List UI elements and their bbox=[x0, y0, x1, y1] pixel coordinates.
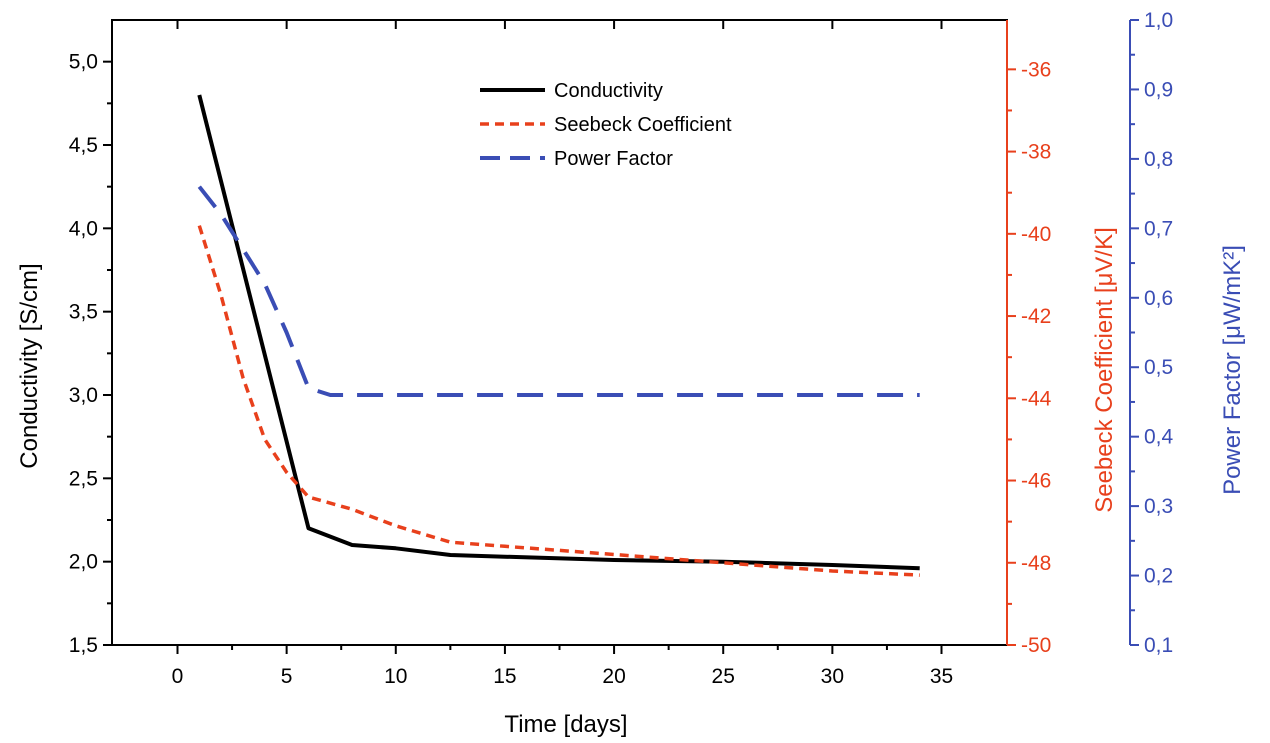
power-factor-tick-label: 1,0 bbox=[1144, 9, 1173, 32]
legend: Conductivity Seebeck Coefficient Power Fac… bbox=[480, 80, 732, 170]
seebeck-y-axis: -50 -48 -46 -44 -42 -40 -38 -36 bbox=[1006, 20, 1052, 657]
left-y-axis-title: Conductivity [S/cm] bbox=[16, 263, 43, 468]
x-tick-label: 35 bbox=[930, 665, 953, 688]
power-factor-tick-label: 0,9 bbox=[1144, 78, 1173, 101]
power-factor-tick-label: 0,1 bbox=[1144, 634, 1173, 657]
x-tick-label: 25 bbox=[712, 665, 735, 688]
series-group bbox=[197, 94, 920, 577]
legend-label: Power Factor bbox=[554, 148, 673, 170]
x-tick-label: 0 bbox=[172, 665, 184, 688]
left-tick-label: 2,0 bbox=[69, 551, 98, 574]
seebeck-tick-label: -36 bbox=[1021, 58, 1051, 81]
x-tick-label: 5 bbox=[281, 665, 293, 688]
seebeck-axis-title: Seebeck Coefficient [μV/K] bbox=[1091, 227, 1118, 513]
x-tick-label: 20 bbox=[602, 665, 625, 688]
left-tick-label: 1,5 bbox=[69, 634, 98, 657]
series-line-seebeck-coefficient bbox=[197, 225, 920, 577]
power-factor-tick-label: 0,6 bbox=[1144, 287, 1173, 310]
series-line-power-factor bbox=[197, 185, 920, 397]
seebeck-tick-label: -46 bbox=[1021, 470, 1051, 493]
x-tick-label: 30 bbox=[821, 665, 844, 688]
power-factor-tick-label: 0,2 bbox=[1144, 565, 1173, 588]
left-y-axis: 1,5 2,0 2,5 3,0 3,5 4,0 4,5 5,0 bbox=[69, 51, 112, 657]
power-factor-tick-label: 0,7 bbox=[1144, 217, 1173, 240]
x-axis-title: Time [days] bbox=[504, 711, 627, 738]
left-tick-label: 4,5 bbox=[69, 134, 98, 157]
left-tick-label: 3,0 bbox=[69, 384, 98, 407]
x-tick-label: 15 bbox=[493, 665, 516, 688]
legend-label: Conductivity bbox=[554, 80, 663, 102]
power-factor-axis-title: Power Factor [μW/mK²] bbox=[1219, 245, 1246, 495]
seebeck-tick-label: -40 bbox=[1021, 223, 1051, 246]
seebeck-tick-label: -50 bbox=[1021, 634, 1051, 657]
seebeck-tick-label: -48 bbox=[1021, 552, 1051, 575]
power-factor-y-axis: 0,1 0,2 0,3 0,4 0,5 0,6 0,7 0,8 0,9 1,0 bbox=[1129, 9, 1174, 657]
power-factor-tick-label: 0,5 bbox=[1144, 356, 1173, 379]
seebeck-tick-label: -42 bbox=[1021, 305, 1051, 328]
left-tick-label: 4,0 bbox=[69, 217, 98, 240]
seebeck-tick-label: -38 bbox=[1021, 141, 1051, 164]
series-line-conductivity bbox=[197, 94, 920, 571]
left-tick-label: 5,0 bbox=[69, 51, 98, 74]
legend-label: Seebeck Coefficient bbox=[554, 114, 732, 136]
x-tick-label: 10 bbox=[384, 665, 407, 688]
left-tick-label: 3,5 bbox=[69, 301, 98, 324]
seebeck-tick-label: -44 bbox=[1021, 387, 1052, 410]
power-factor-tick-label: 0,4 bbox=[1144, 426, 1174, 449]
x-axis: 0 5 10 15 20 25 30 35 bbox=[172, 20, 953, 688]
power-factor-tick-label: 0,8 bbox=[1144, 148, 1173, 171]
power-factor-tick-label: 0,3 bbox=[1144, 495, 1173, 518]
left-tick-label: 2,5 bbox=[69, 467, 98, 490]
